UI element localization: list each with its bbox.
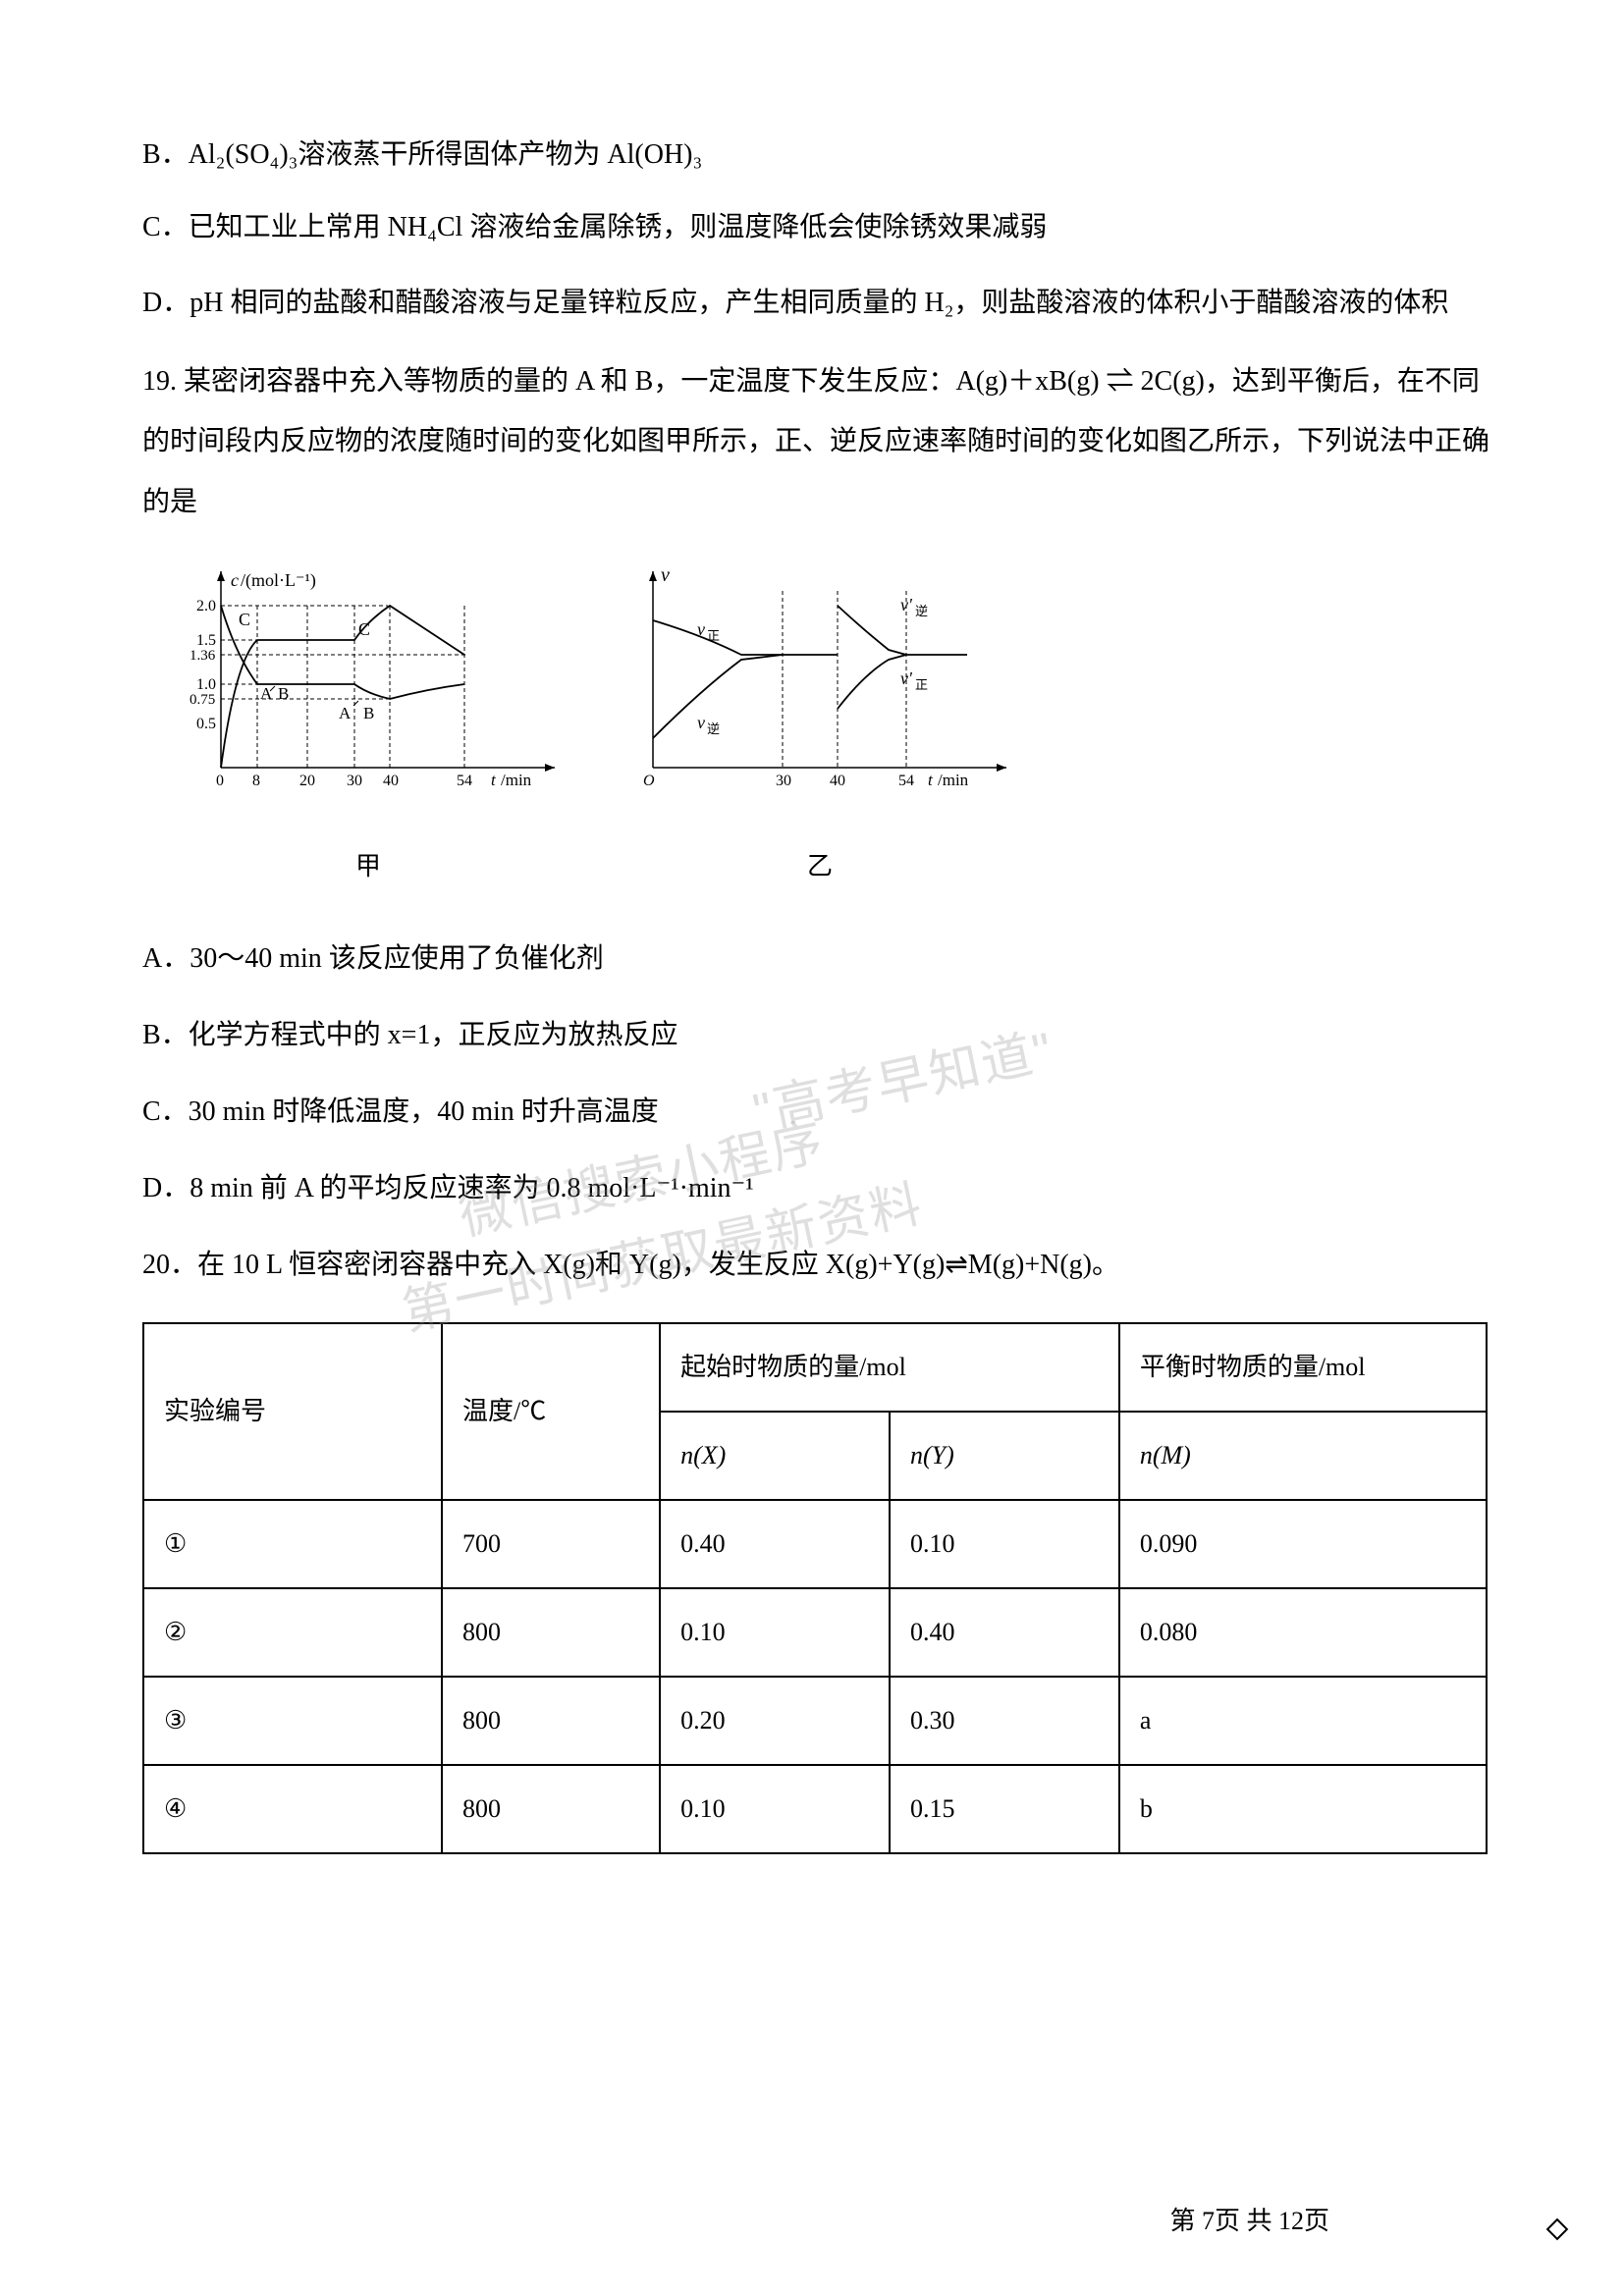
svg-text:v: v bbox=[697, 713, 705, 732]
chart-1-svg: c /(mol·L⁻¹) 2.0 1.5 1.36 1.0 0.75 0.5 0… bbox=[162, 561, 574, 817]
svg-text:1.36: 1.36 bbox=[189, 648, 216, 664]
table-row: ① 700 0.40 0.10 0.090 bbox=[143, 1500, 1487, 1588]
q19-option-b: B．化学方程式中的 x=1，正反应为放热反应 bbox=[142, 1008, 1497, 1063]
cell-nm-4: b bbox=[1119, 1765, 1487, 1853]
svg-text:正: 正 bbox=[707, 628, 720, 643]
cell-ny-1: 0.10 bbox=[890, 1500, 1119, 1588]
svg-text:t: t bbox=[491, 771, 497, 789]
svg-text:c: c bbox=[231, 570, 239, 590]
chart-1-box: c /(mol·L⁻¹) 2.0 1.5 1.36 1.0 0.75 0.5 0… bbox=[162, 561, 574, 892]
svg-text:逆: 逆 bbox=[707, 721, 720, 736]
cell-ny-2: 0.40 bbox=[890, 1588, 1119, 1677]
cell-temp-4: 800 bbox=[442, 1765, 660, 1853]
cell-nx-4: 0.10 bbox=[660, 1765, 890, 1853]
page-footer: 第 7页 共 12页 bbox=[1169, 2201, 1329, 2237]
th-ny: n(Y) bbox=[890, 1412, 1119, 1500]
cell-temp-2: 800 bbox=[442, 1588, 660, 1677]
svg-text:t: t bbox=[928, 771, 934, 789]
cell-ny-3: 0.30 bbox=[890, 1677, 1119, 1765]
svg-text:0.5: 0.5 bbox=[196, 716, 216, 732]
svg-text:30: 30 bbox=[776, 773, 791, 789]
th-exp-num: 实验编号 bbox=[143, 1323, 442, 1500]
option-d-prev: D．pH 相同的盐酸和醋酸溶液与足量锌粒反应，产生相同质量的 H₂，则盐酸溶液的… bbox=[142, 273, 1497, 334]
svg-text:C: C bbox=[239, 610, 250, 629]
svg-text:/min: /min bbox=[938, 771, 969, 789]
svg-text:1.5: 1.5 bbox=[196, 632, 216, 649]
svg-text:0: 0 bbox=[216, 773, 224, 789]
th-initial: 起始时物质的量/mol bbox=[660, 1323, 1119, 1412]
svg-text:v': v' bbox=[900, 595, 913, 614]
svg-text:A: A bbox=[260, 684, 273, 703]
chart-2-label: 乙 bbox=[614, 841, 1026, 892]
table-row: ③ 800 0.20 0.30 a bbox=[143, 1677, 1487, 1765]
q20-table-container: 实验编号 温度/℃ 起始时物质的量/mol 平衡时物质的量/mol n(X) n… bbox=[142, 1322, 1497, 1854]
q20-table: 实验编号 温度/℃ 起始时物质的量/mol 平衡时物质的量/mol n(X) n… bbox=[142, 1322, 1488, 1854]
table-row: ④ 800 0.10 0.15 b bbox=[143, 1765, 1487, 1853]
svg-text:B: B bbox=[278, 684, 289, 703]
svg-text:O: O bbox=[643, 773, 655, 789]
cell-temp-1: 700 bbox=[442, 1500, 660, 1588]
th-nx: n(X) bbox=[660, 1412, 890, 1500]
cell-ny-4: 0.15 bbox=[890, 1765, 1119, 1853]
cell-num-3: ③ bbox=[143, 1677, 442, 1765]
svg-text:8: 8 bbox=[252, 773, 260, 789]
cell-num-1: ① bbox=[143, 1500, 442, 1588]
cell-nx-2: 0.10 bbox=[660, 1588, 890, 1677]
svg-text:0.75: 0.75 bbox=[189, 692, 215, 708]
svg-text:/min: /min bbox=[501, 771, 532, 789]
cell-nx-1: 0.40 bbox=[660, 1500, 890, 1588]
svg-text:正: 正 bbox=[915, 677, 928, 692]
chart-2-box: v O 30 40 54 t /min v 正 v 逆 v' bbox=[614, 561, 1026, 892]
table-row: ② 800 0.10 0.40 0.080 bbox=[143, 1588, 1487, 1677]
q19-options: A．30～40 min 该反应使用了负催化剂 B．化学方程式中的 x=1，正反应… bbox=[142, 932, 1497, 1216]
svg-text:B: B bbox=[363, 704, 374, 722]
q19-option-d: D．8 min 前 A 的平均反应速率为 0.8 mol·L⁻¹·min⁻¹ bbox=[142, 1161, 1497, 1216]
svg-text:v: v bbox=[661, 564, 670, 586]
charts-row: c /(mol·L⁻¹) 2.0 1.5 1.36 1.0 0.75 0.5 0… bbox=[162, 561, 1497, 892]
cell-num-4: ④ bbox=[143, 1765, 442, 1853]
svg-text:40: 40 bbox=[830, 773, 845, 789]
cell-nm-2: 0.080 bbox=[1119, 1588, 1487, 1677]
svg-text:54: 54 bbox=[898, 773, 914, 789]
corner-mark bbox=[1546, 2218, 1569, 2241]
q19-option-a: A．30～40 min 该反应使用了负催化剂 bbox=[142, 932, 1497, 987]
question-19-text: 19. 某密闭容器中充入等物质的量的 A 和 B，一定温度下发生反应：A(g)＋… bbox=[142, 351, 1497, 533]
chart-1-label: 甲 bbox=[162, 841, 574, 892]
th-equilibrium: 平衡时物质的量/mol bbox=[1119, 1323, 1487, 1412]
svg-text:20: 20 bbox=[299, 773, 315, 789]
option-c-prev: C．已知工业上常用 NH₄Cl 溶液给金属除锈，则温度降低会使除锈效果减弱 bbox=[142, 200, 1497, 255]
th-nm: n(M) bbox=[1119, 1412, 1487, 1500]
svg-text:A: A bbox=[339, 704, 352, 722]
svg-text:40: 40 bbox=[383, 773, 399, 789]
svg-text:2.0: 2.0 bbox=[196, 598, 216, 614]
question-20-text: 20．在 10 L 恒容密闭容器中充入 X(g)和 Y(g)，发生反应 X(g)… bbox=[142, 1238, 1497, 1293]
option-b-prev: B．Al₂(SO₄)₃溶液蒸干所得固体产物为 Al(OH)₃ bbox=[142, 128, 1497, 183]
svg-text:1.0: 1.0 bbox=[196, 676, 216, 693]
chart-2-svg: v O 30 40 54 t /min v 正 v 逆 v' bbox=[614, 561, 1026, 817]
svg-text:30: 30 bbox=[347, 773, 362, 789]
svg-text:C: C bbox=[358, 619, 370, 639]
cell-nm-1: 0.090 bbox=[1119, 1500, 1487, 1588]
cell-nx-3: 0.20 bbox=[660, 1677, 890, 1765]
cell-nm-3: a bbox=[1119, 1677, 1487, 1765]
cell-num-2: ② bbox=[143, 1588, 442, 1677]
svg-text:/(mol·L⁻¹): /(mol·L⁻¹) bbox=[241, 570, 316, 591]
svg-text:54: 54 bbox=[457, 773, 472, 789]
svg-text:v': v' bbox=[900, 668, 913, 688]
svg-text:v: v bbox=[697, 619, 705, 639]
q19-option-c: C．30 min 时降低温度，40 min 时升高温度 bbox=[142, 1085, 1497, 1140]
svg-text:逆: 逆 bbox=[915, 604, 928, 618]
cell-temp-3: 800 bbox=[442, 1677, 660, 1765]
th-temp: 温度/℃ bbox=[442, 1323, 660, 1500]
